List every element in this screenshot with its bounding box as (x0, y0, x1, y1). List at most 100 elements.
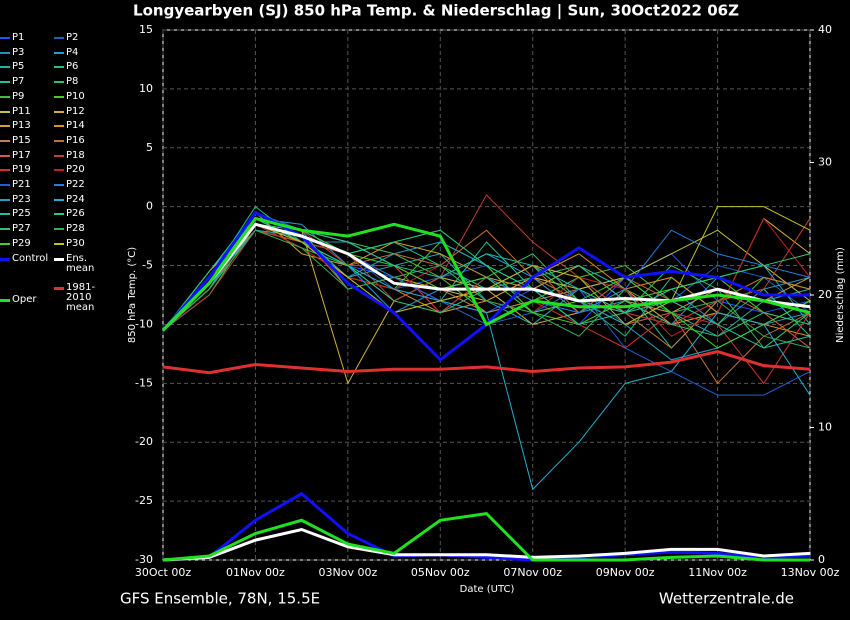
legend-label: P29 (12, 237, 31, 249)
legend-marker (0, 154, 10, 157)
legend-item: Ens. mean (54, 252, 116, 274)
temp-line (162, 194, 811, 331)
y2-tick-label: 40 (818, 23, 832, 36)
legend-label: P2 (66, 32, 79, 43)
footer-right: Wetterzentrale.de (659, 590, 794, 608)
temp-line (161, 210, 810, 362)
legend-label: P3 (12, 46, 25, 58)
legend-item: P2 (54, 33, 116, 43)
temp-line (162, 223, 811, 337)
legend-marker (54, 184, 64, 186)
legend-label: P9 (12, 90, 25, 102)
legend-item: P10 (54, 91, 116, 102)
legend-label: Oper (12, 293, 37, 305)
legend-marker (0, 110, 10, 113)
legend-label: P5 (12, 61, 25, 73)
legend-item: P24 (54, 194, 116, 205)
legend-item: P22 (54, 180, 116, 190)
temp-line (161, 222, 811, 332)
legend-marker (54, 257, 64, 261)
legend-marker (54, 213, 64, 216)
legend-item: P18 (54, 149, 116, 161)
legend-item: P8 (54, 77, 116, 87)
legend-marker (54, 125, 64, 128)
legend-item: P29 (0, 237, 62, 249)
legend-marker (0, 228, 10, 231)
legend-label: P21 (12, 179, 31, 190)
legend-marker (0, 257, 10, 261)
temp-line (162, 349, 811, 375)
legend-marker (0, 198, 10, 201)
y-tick-label: 0 (146, 200, 153, 213)
legend-item: P16 (54, 135, 116, 146)
y-tick-label: 15 (139, 23, 153, 36)
legend-label: 1981-2010 mean (66, 281, 96, 313)
x-tick-label: 11Nov 00z (688, 566, 747, 579)
legend-label: P4 (66, 46, 79, 58)
legend-label: P20 (66, 164, 85, 176)
legend-marker (54, 228, 64, 231)
legend-label: P23 (12, 193, 31, 205)
y-tick-label: -30 (135, 553, 153, 566)
legend-marker (0, 242, 10, 245)
legend-marker (0, 37, 10, 39)
legend-item: P30 (54, 238, 116, 249)
legend-item: P11 (0, 106, 62, 117)
legend-marker (54, 242, 64, 245)
legend-label: P22 (66, 179, 85, 190)
precip-line (162, 491, 811, 562)
legend-item: P28 (54, 224, 116, 234)
legend-item: P1 (0, 33, 62, 43)
legend-label: Ens. mean (66, 252, 95, 274)
temp-line (162, 223, 811, 385)
chart-title: Longyearbyen (SJ) 850 hPa Temp. & Nieder… (133, 2, 739, 21)
legend-marker (0, 213, 10, 216)
x-tick-label: 13Nov 00z (781, 566, 840, 579)
legend-marker (0, 184, 10, 186)
legend-label: P6 (66, 61, 79, 73)
legend-marker (54, 95, 64, 98)
temp-line (162, 217, 811, 349)
legend-label: P8 (66, 76, 79, 88)
footer-left: GFS Ensemble, 78N, 15.5E (120, 590, 320, 608)
temp-line (162, 217, 811, 349)
legend-item: P5 (0, 62, 62, 72)
x-tick-label: 30Oct 00z (135, 566, 192, 579)
legend-marker (54, 139, 64, 142)
legend-item: P12 (54, 106, 116, 117)
legend-marker (0, 95, 10, 98)
legend-marker (0, 125, 10, 128)
y-tick-label: -10 (135, 317, 153, 330)
legend-item: P14 (54, 121, 116, 131)
legend-label: P27 (12, 223, 31, 235)
legend-label: P13 (12, 120, 31, 132)
legend-label: P25 (12, 208, 31, 220)
x-tick-label: 09Nov 00z (596, 566, 655, 579)
temp-line (162, 217, 811, 349)
legend-item: P7 (0, 77, 62, 87)
legend-marker (54, 81, 64, 84)
y-tick-label: -15 (135, 376, 153, 389)
precip-line (162, 512, 810, 562)
y2-tick-label: 0 (818, 553, 825, 566)
y-tick-label: -20 (135, 435, 153, 448)
legend-marker (54, 169, 64, 172)
legend-item: P19 (0, 165, 62, 175)
legend-label: P19 (12, 164, 31, 176)
legend-marker (0, 66, 10, 69)
legend-label: P15 (12, 134, 31, 146)
legend-label: P26 (66, 208, 85, 220)
legend-marker (0, 81, 10, 84)
legend-item: P17 (0, 150, 62, 161)
x-tick-label: 05Nov 00z (411, 566, 470, 579)
legend-label: Control (12, 252, 49, 264)
legend-item: P13 (0, 121, 62, 131)
legend-marker (0, 298, 10, 302)
legend-marker (54, 110, 64, 113)
legend-item: P9 (0, 90, 62, 102)
y2-tick-label: 10 (818, 421, 832, 434)
legend-label: P18 (66, 149, 85, 161)
y-tick-label: 5 (146, 141, 153, 154)
